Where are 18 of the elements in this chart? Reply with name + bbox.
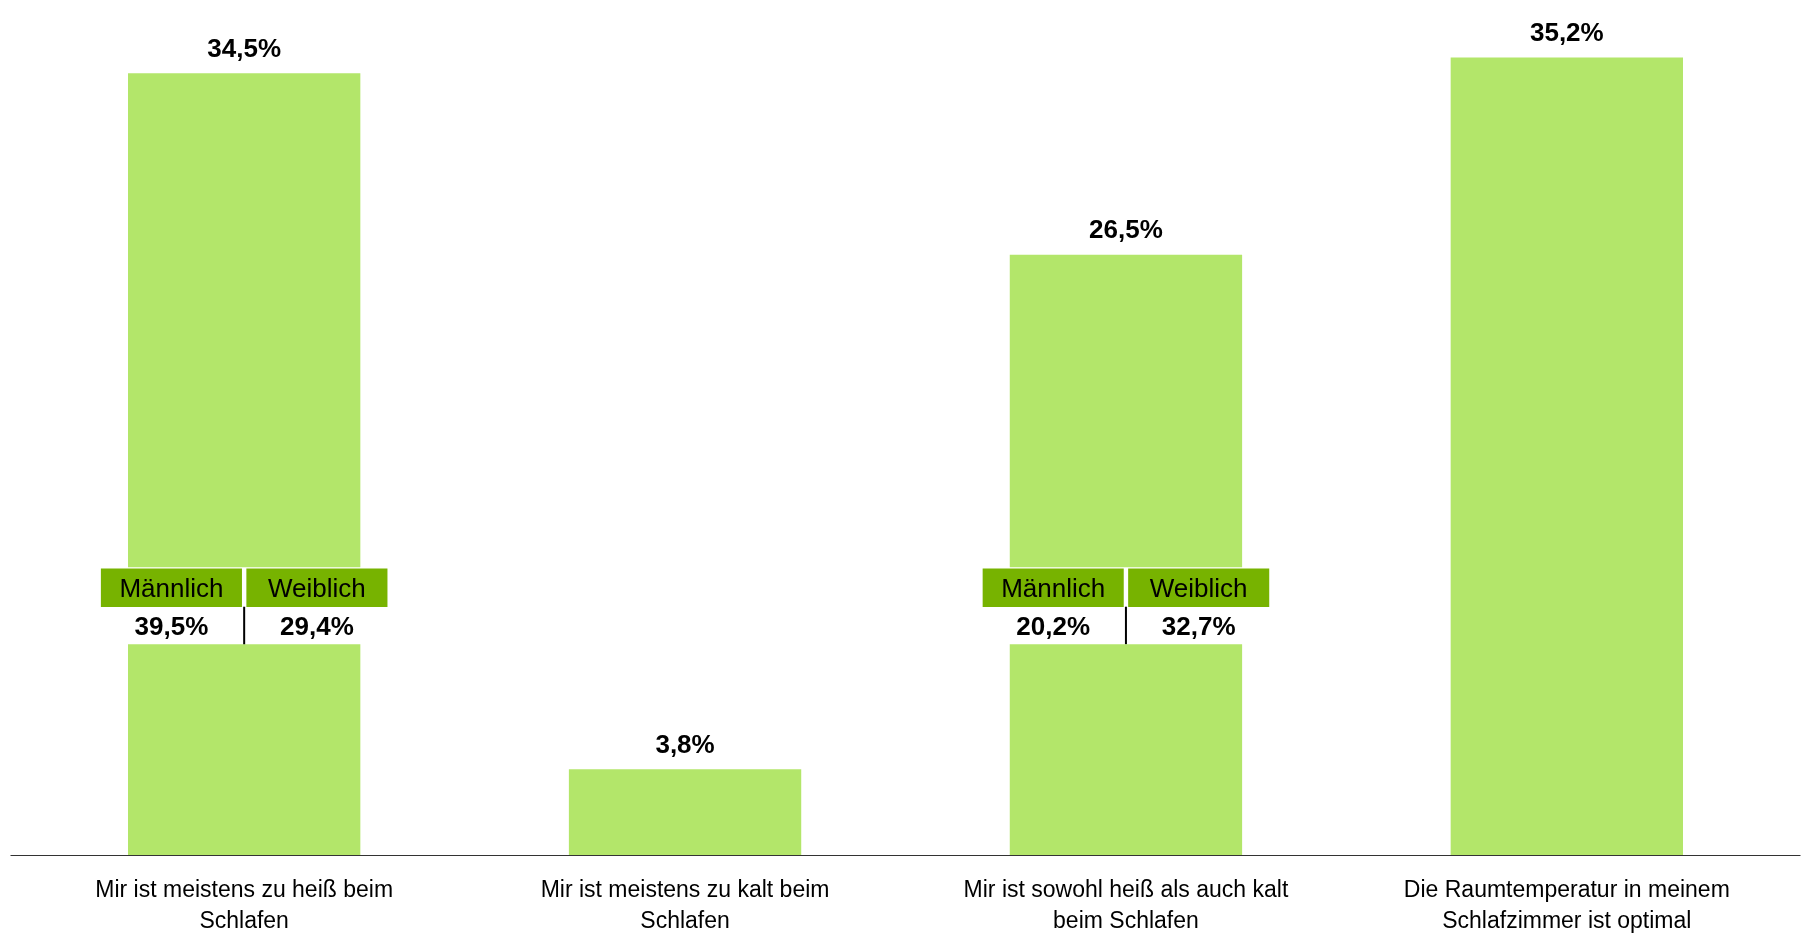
data-label: 35,2% <box>1529 17 1604 48</box>
annotation: 20,2% <box>1016 611 1091 641</box>
annotation: 32,7% <box>1161 611 1236 641</box>
annotation: Weiblich <box>1149 572 1248 603</box>
x-tick-label: Mir ist meistens zu heiß beim Schlafen <box>95 875 394 933</box>
data-label: 34,5% <box>207 33 282 64</box>
x-tick-label: Die Raumtemperatur in meinem Schlafzimmer ist optimal <box>1403 875 1730 933</box>
annotation: Männlich <box>1001 572 1106 603</box>
annotation: Männlich <box>119 572 224 603</box>
annotation: 39,5% <box>134 611 209 641</box>
bar <box>568 769 802 856</box>
data-label: 26,5% <box>1089 214 1163 245</box>
bar <box>1450 57 1683 856</box>
annotation: Weiblich <box>268 572 366 603</box>
annotation: 29,4% <box>280 611 354 641</box>
data-label: 3,8% <box>655 729 715 760</box>
x-tick-label: Mir ist meistens zu kalt beim Schlafen <box>540 875 830 933</box>
x-tick-label: Mir ist sowohl heiß als auch kalt beim Schlafen <box>963 875 1289 933</box>
